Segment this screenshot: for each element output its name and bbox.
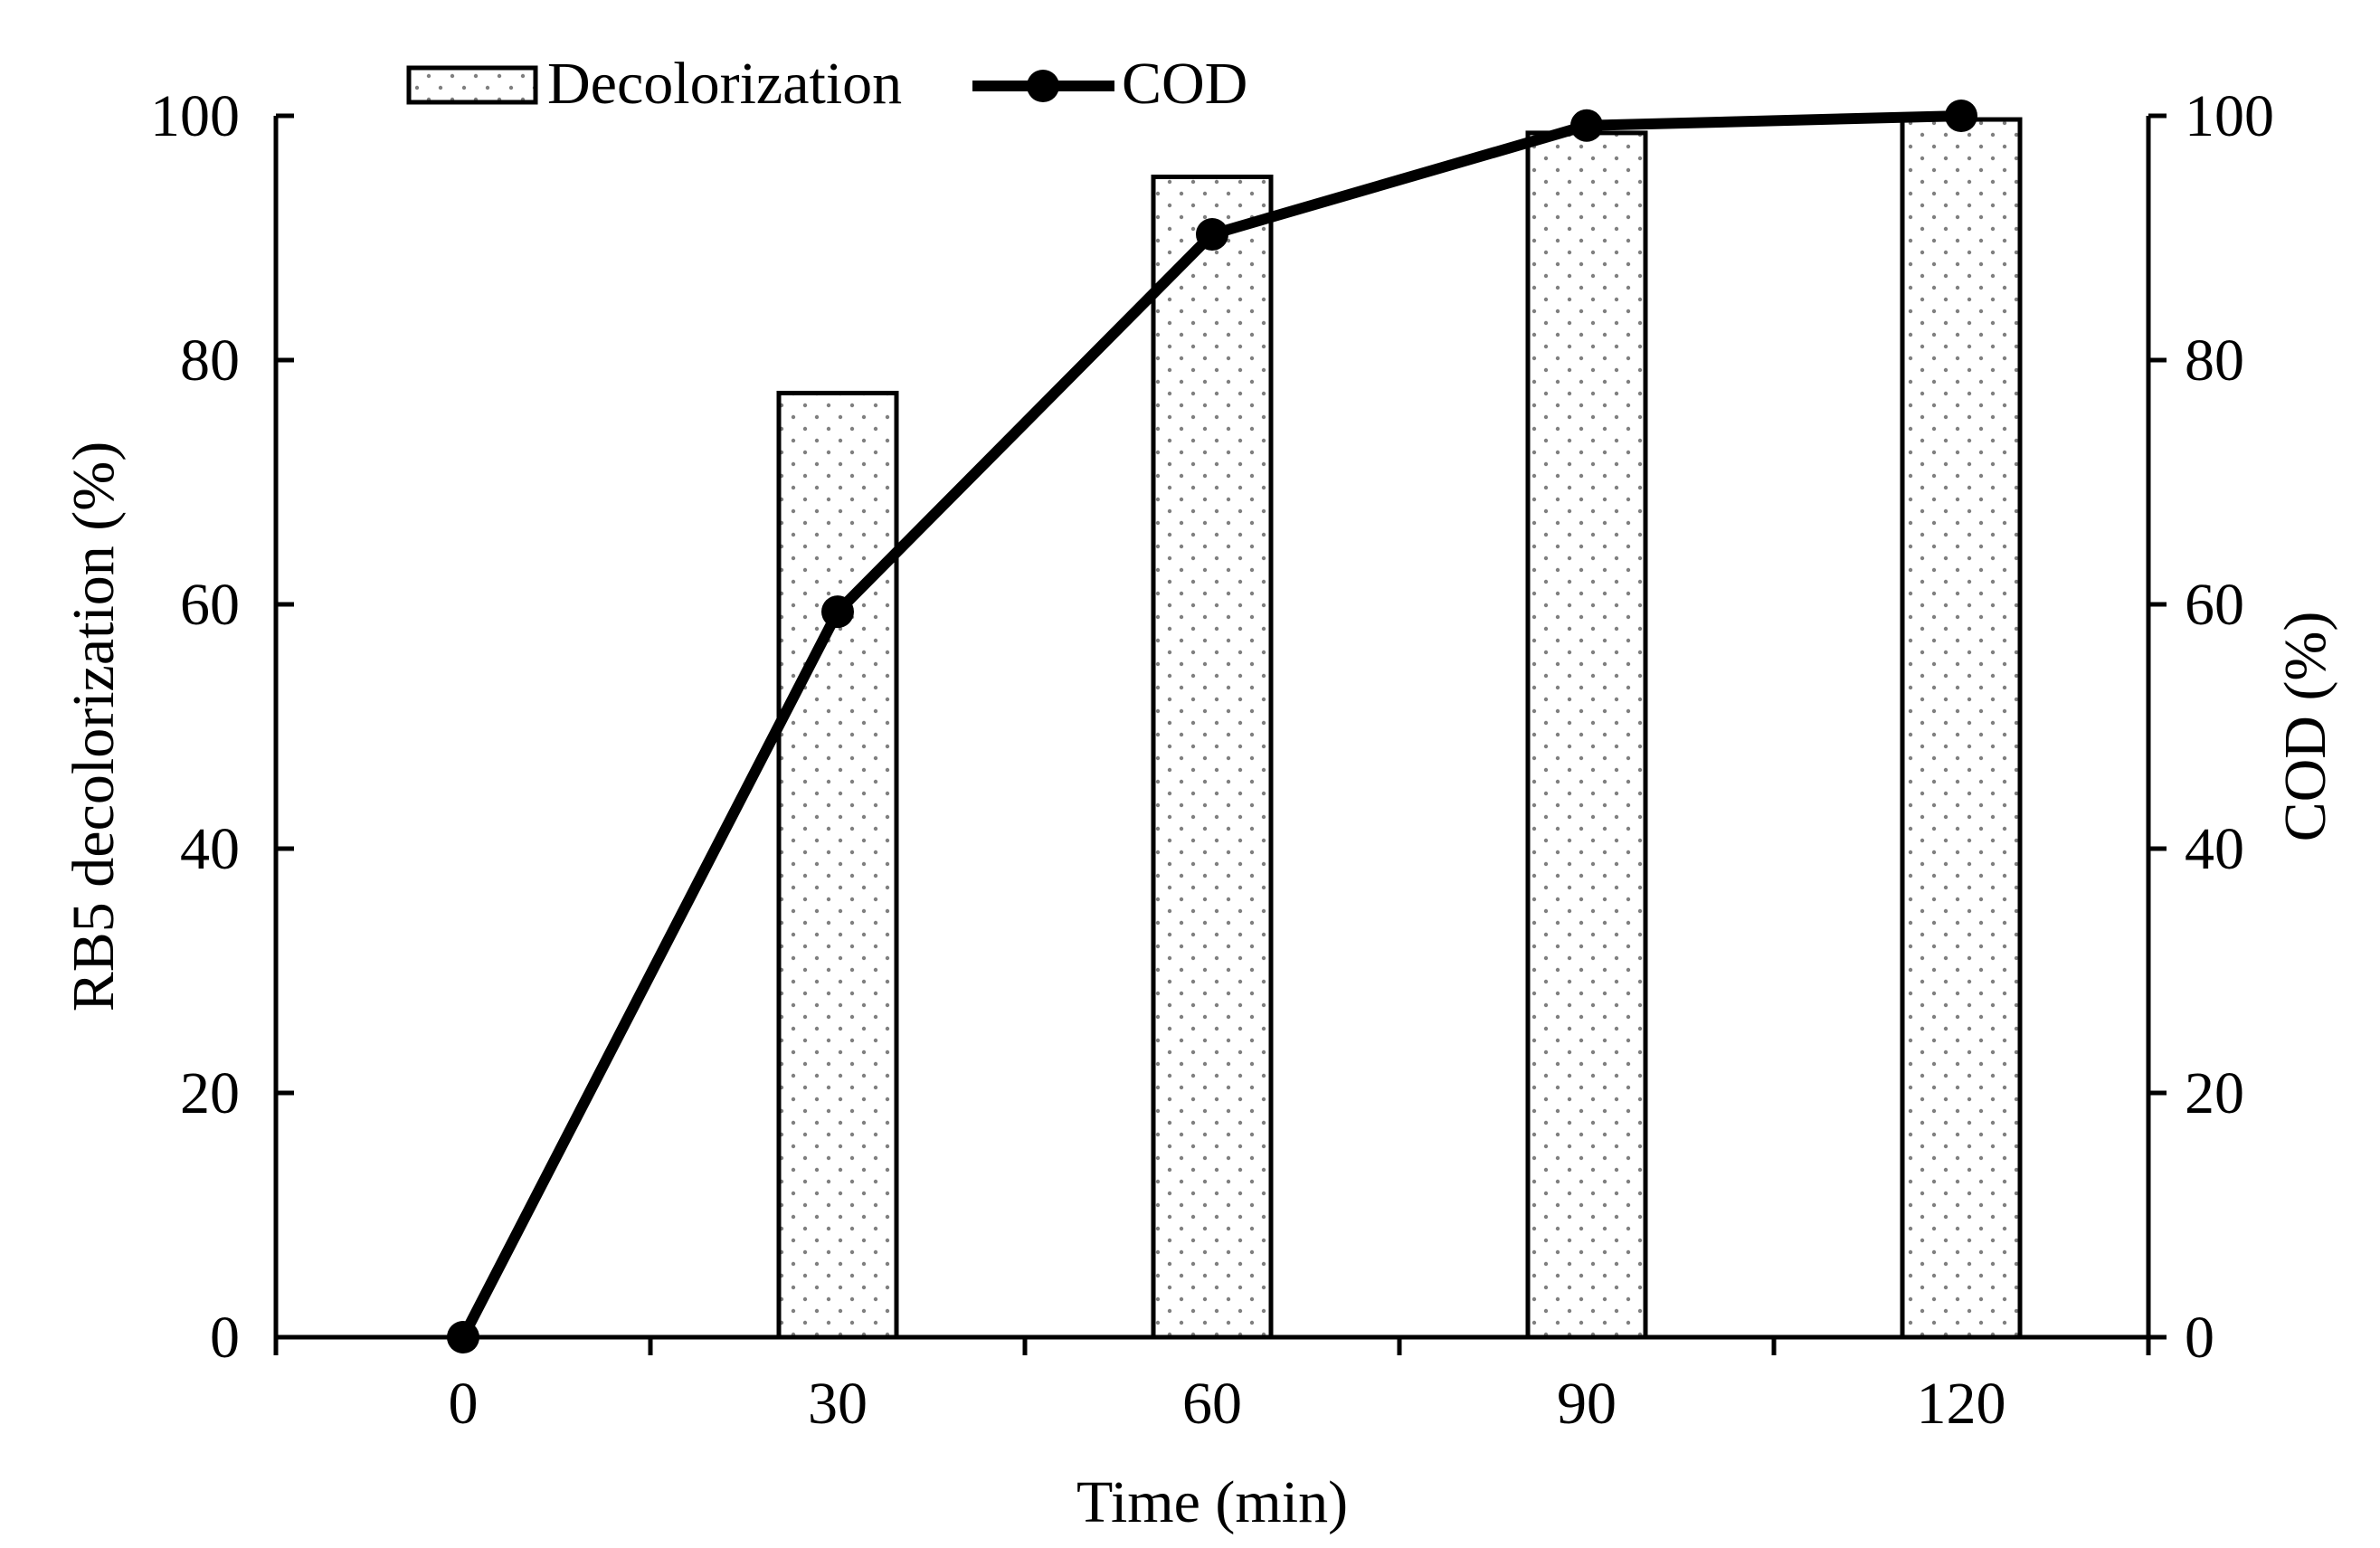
y-left-tick-label: 100 (150, 83, 240, 149)
decolorization-bars (776, 117, 2023, 1340)
cod-point (821, 595, 854, 629)
x-tick-label: 60 (1182, 1371, 1242, 1437)
x-tick-label: 0 (449, 1371, 479, 1437)
decolorization-bar (1151, 175, 1274, 1340)
cod-line-series (447, 100, 1977, 1353)
cod-point (1196, 217, 1228, 251)
legend-label-cod: COD (1122, 51, 1247, 117)
axes: 0 30 60 90 120 0 0 20 20 40 40 60 60 80 80 100 100 (150, 83, 2274, 1437)
x-tick-label: 120 (1917, 1371, 2006, 1437)
y-axis-left-label: RB5 decolorization (%) (61, 442, 127, 1011)
y-right-tick-label: 20 (2185, 1060, 2244, 1126)
decolorization-bar (1900, 117, 2023, 1340)
legend-swatch-cod-marker (1027, 70, 1059, 102)
y-left-tick-label: 80 (180, 328, 240, 394)
y-right-tick-label: 0 (2185, 1305, 2214, 1371)
cod-point (447, 1321, 479, 1353)
y-left-tick-label: 40 (180, 816, 240, 882)
cod-point (1945, 100, 1977, 132)
decolorization-bar (776, 390, 899, 1340)
y-left-tick-label: 20 (180, 1060, 240, 1126)
cod-point (1570, 109, 1603, 142)
legend: Decolorization COD (406, 51, 1247, 117)
y-right-tick-label: 40 (2185, 816, 2244, 882)
x-axis-label: Time (min) (1076, 1469, 1348, 1535)
axis-labels: Time (min) RB5 decolorization (%) COD (%… (61, 442, 2338, 1535)
y-right-tick-label: 60 (2185, 572, 2244, 638)
y-right-tick-label: 80 (2185, 328, 2244, 394)
y-axis-right-label: COD (%) (2272, 612, 2338, 842)
legend-swatch-decolorization (406, 65, 538, 105)
decolorization-bar (1525, 130, 1648, 1340)
x-tick-label: 30 (808, 1371, 868, 1437)
y-left-tick-label: 60 (180, 572, 240, 638)
legend-label-decolorization: Decolorization (547, 51, 902, 117)
y-left-tick-label: 0 (210, 1305, 240, 1371)
y-right-tick-label: 100 (2185, 83, 2274, 149)
x-tick-label: 90 (1557, 1371, 1617, 1437)
